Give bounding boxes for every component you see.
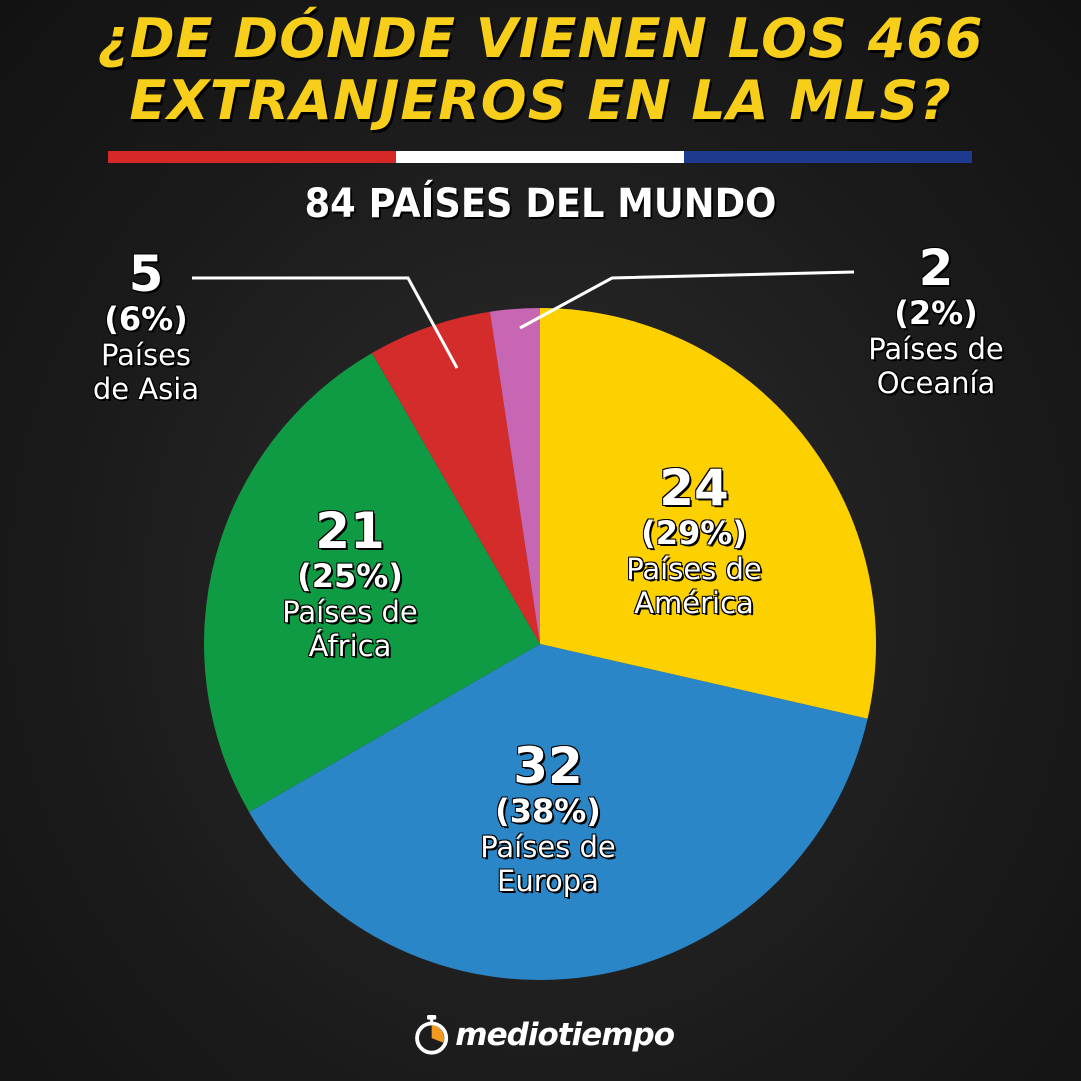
pie-slice-america	[540, 308, 877, 719]
name-label-america-2: América	[634, 586, 754, 620]
pie-slice-europa	[249, 644, 868, 981]
value-label-africa: 21	[315, 502, 385, 560]
value-label-oceania: 2	[918, 239, 954, 297]
name-label-asia-2: de Asia	[92, 372, 200, 406]
slice-label-europa: 32 (38%) Países de Europa	[428, 740, 668, 898]
pie-slices	[204, 308, 877, 981]
value-label-europa: 32	[513, 737, 583, 795]
stripe-red	[108, 151, 396, 163]
name-label-africa-1: Países de	[282, 595, 418, 629]
title-line-1: ¿DE DÓNDE VIENEN LOS 466	[97, 7, 984, 70]
value-label-asia: 5	[128, 245, 164, 303]
name-label-africa-2: África	[308, 629, 392, 663]
subtitle: 84 PAÍSES DEL MUNDO	[304, 181, 777, 227]
leader-line-oceania	[519, 270, 855, 330]
stripe-blue	[684, 151, 972, 163]
flag-stripes	[108, 151, 972, 163]
name-label-oceania-1: Países de	[868, 332, 1004, 366]
pct-label-europa: (38%)	[495, 792, 601, 830]
stopwatch-icon	[415, 1015, 449, 1055]
slice-label-africa: 21 (25%) Países de África	[230, 505, 470, 663]
pct-label-oceania: (2%)	[894, 294, 978, 332]
pie-slice-africa	[204, 353, 541, 812]
name-label-america-1: Países de	[626, 552, 762, 586]
slice-label-asia: 5 (6%) Países de Asia	[26, 248, 266, 406]
pct-label-asia: (6%)	[104, 300, 188, 338]
slice-label-america: 24 (29%) Países de América	[574, 462, 814, 620]
name-label-europa-1: Países de	[480, 830, 616, 864]
name-label-oceania-2: Oceanía	[876, 366, 996, 400]
name-label-europa-2: Europa	[497, 864, 599, 898]
stripe-white	[396, 151, 684, 163]
value-label-america: 24	[659, 459, 729, 517]
name-label-asia-1: Países	[100, 338, 192, 372]
mediotiempo-logo: mediotiempo	[414, 1005, 675, 1065]
page-title: ¿DE DÓNDE VIENEN LOS 466 EXTRANJEROS EN …	[0, 8, 1081, 132]
logo-text: mediotiempo	[455, 1017, 675, 1053]
leader-line-asia	[192, 276, 459, 369]
pie-slice-asia	[372, 311, 540, 644]
slice-label-oceania: 2 (2%) Países de Oceanía	[816, 242, 1056, 400]
title-line-2: EXTRANJEROS EN LA MLS?	[129, 69, 952, 132]
pct-label-america: (29%)	[641, 514, 747, 552]
pct-label-africa: (25%)	[297, 557, 403, 595]
pie-slice-oceania	[489, 308, 540, 644]
